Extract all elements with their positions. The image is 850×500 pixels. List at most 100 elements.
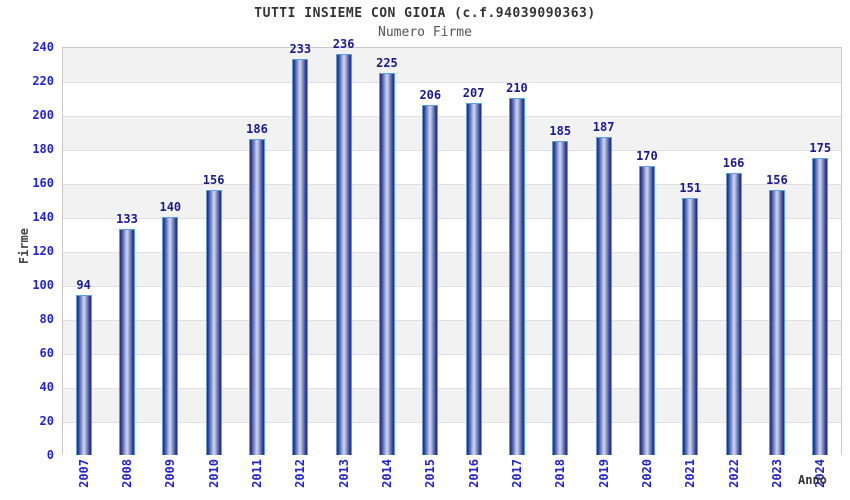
- bar-value-label: 233: [289, 41, 312, 56]
- x-tick-label: 2011: [249, 459, 264, 488]
- bar-slot: 186: [235, 47, 278, 455]
- bar-2017: [508, 98, 525, 455]
- bar-2013: [335, 53, 352, 455]
- bar-2007: [75, 295, 92, 455]
- y-tick-label: 120: [32, 244, 54, 258]
- bar-slot: 185: [539, 47, 582, 455]
- gridline: [63, 82, 841, 83]
- gridline: [63, 388, 841, 389]
- plot-band: [63, 422, 841, 456]
- bar-value-label: 236: [332, 36, 355, 51]
- y-axis-title: Firme: [17, 228, 31, 265]
- x-tick-label: 2016: [466, 459, 481, 488]
- x-tick-label: 2014: [379, 459, 394, 488]
- x-slot: 2022: [712, 459, 755, 499]
- x-slot: 2021: [669, 459, 712, 499]
- x-slot: 2007: [62, 459, 105, 499]
- gridline: [63, 218, 841, 219]
- x-slot: 2008: [105, 459, 148, 499]
- bar-slot: 175: [799, 47, 842, 455]
- bar-slot: 156: [755, 47, 798, 455]
- bar-2008: [118, 228, 135, 455]
- bar-value-label: 170: [636, 149, 658, 163]
- plot-band: [63, 218, 841, 252]
- x-tick-label: 2013: [336, 459, 351, 488]
- bar-2018: [552, 140, 569, 455]
- x-tick-label: 2015: [423, 459, 438, 488]
- bar-value-label: 207: [462, 86, 485, 101]
- plot-band: [63, 48, 841, 82]
- bar-slot: 236: [322, 38, 365, 455]
- bar-slot: 140: [149, 47, 192, 455]
- bar-value-label: 156: [766, 172, 788, 187]
- bar-2012: [292, 58, 309, 455]
- bar-slot: 170: [625, 47, 668, 455]
- x-slot: 2020: [625, 459, 668, 499]
- bar-2011: [248, 138, 265, 455]
- x-tick-label: 2008: [119, 459, 134, 488]
- bar-slot: 133: [105, 47, 148, 455]
- y-tick-label: 80: [39, 312, 54, 326]
- bar-2010: [205, 189, 222, 455]
- gridline: [63, 354, 841, 355]
- x-tick-label: 2019: [596, 459, 611, 488]
- bar-slot: 166: [712, 47, 755, 455]
- bar-value-label: 186: [246, 121, 268, 136]
- chart-title: TUTTI INSIEME CON GIOIA (c.f.94039090363…: [254, 6, 596, 21]
- bar-value-label: 166: [722, 155, 745, 170]
- x-tick-label: 2017: [509, 459, 524, 488]
- x-slot: 2016: [452, 459, 495, 499]
- gridline: [63, 150, 841, 151]
- x-tick-label: 2009: [163, 459, 178, 488]
- x-slot: 2012: [279, 459, 322, 499]
- bar-value-label: 151: [679, 181, 702, 196]
- gridline: [63, 116, 841, 117]
- x-slot: 2018: [539, 459, 582, 499]
- y-tick-label: 40: [39, 380, 54, 394]
- bar-2009: [162, 217, 179, 455]
- plot-band: [63, 320, 841, 354]
- x-tick-label: 2012: [293, 459, 308, 488]
- x-slot: 2014: [365, 459, 408, 499]
- x-slot: 2015: [409, 459, 452, 499]
- x-tick-label: 2022: [726, 459, 741, 488]
- y-tick-label: 220: [32, 74, 54, 88]
- gridline: [63, 184, 841, 185]
- bar-2024: [812, 157, 829, 455]
- bar-2023: [768, 189, 785, 455]
- y-tick-label: 20: [39, 414, 54, 428]
- bar-2019: [595, 137, 612, 455]
- bar-2015: [422, 104, 439, 455]
- bar-slot: 207: [452, 47, 495, 455]
- bar-value-label: 175: [809, 140, 832, 155]
- plot-band: [63, 286, 841, 320]
- bar-slot: 156: [192, 47, 235, 455]
- bar-2020: [638, 166, 655, 455]
- x-tick-label: 2023: [769, 459, 784, 488]
- x-slot: 2019: [582, 459, 625, 499]
- bar-2021: [682, 198, 699, 455]
- bar-value-label: 185: [549, 123, 572, 138]
- bar-2014: [378, 72, 395, 455]
- gridline: [63, 286, 841, 287]
- gridline: [63, 252, 841, 253]
- bar-2016: [465, 103, 482, 455]
- x-slot: 2009: [149, 459, 192, 499]
- y-tick-label: 180: [32, 142, 54, 156]
- bar-slot: 206: [409, 47, 452, 455]
- x-tick-label: 2010: [206, 459, 221, 488]
- x-tick-label: 2018: [553, 459, 568, 488]
- plot-band: [63, 252, 841, 286]
- y-tick-label: 160: [32, 176, 54, 190]
- bar-value-label: 140: [159, 200, 182, 214]
- gridline: [63, 320, 841, 321]
- y-tick-label: 200: [32, 108, 54, 122]
- bars-layer: 94 133 140 156 186 233 236 225 206 207 210 185 187 17…: [62, 38, 842, 455]
- y-tick-label: 140: [32, 210, 54, 224]
- bar-slot: 233: [279, 43, 322, 455]
- plot-area: [62, 47, 842, 456]
- bar-slot: 225: [365, 47, 408, 455]
- x-slot: 2017: [495, 459, 538, 499]
- y-tick-label: 240: [32, 40, 54, 54]
- bar-slot: 94: [62, 47, 105, 455]
